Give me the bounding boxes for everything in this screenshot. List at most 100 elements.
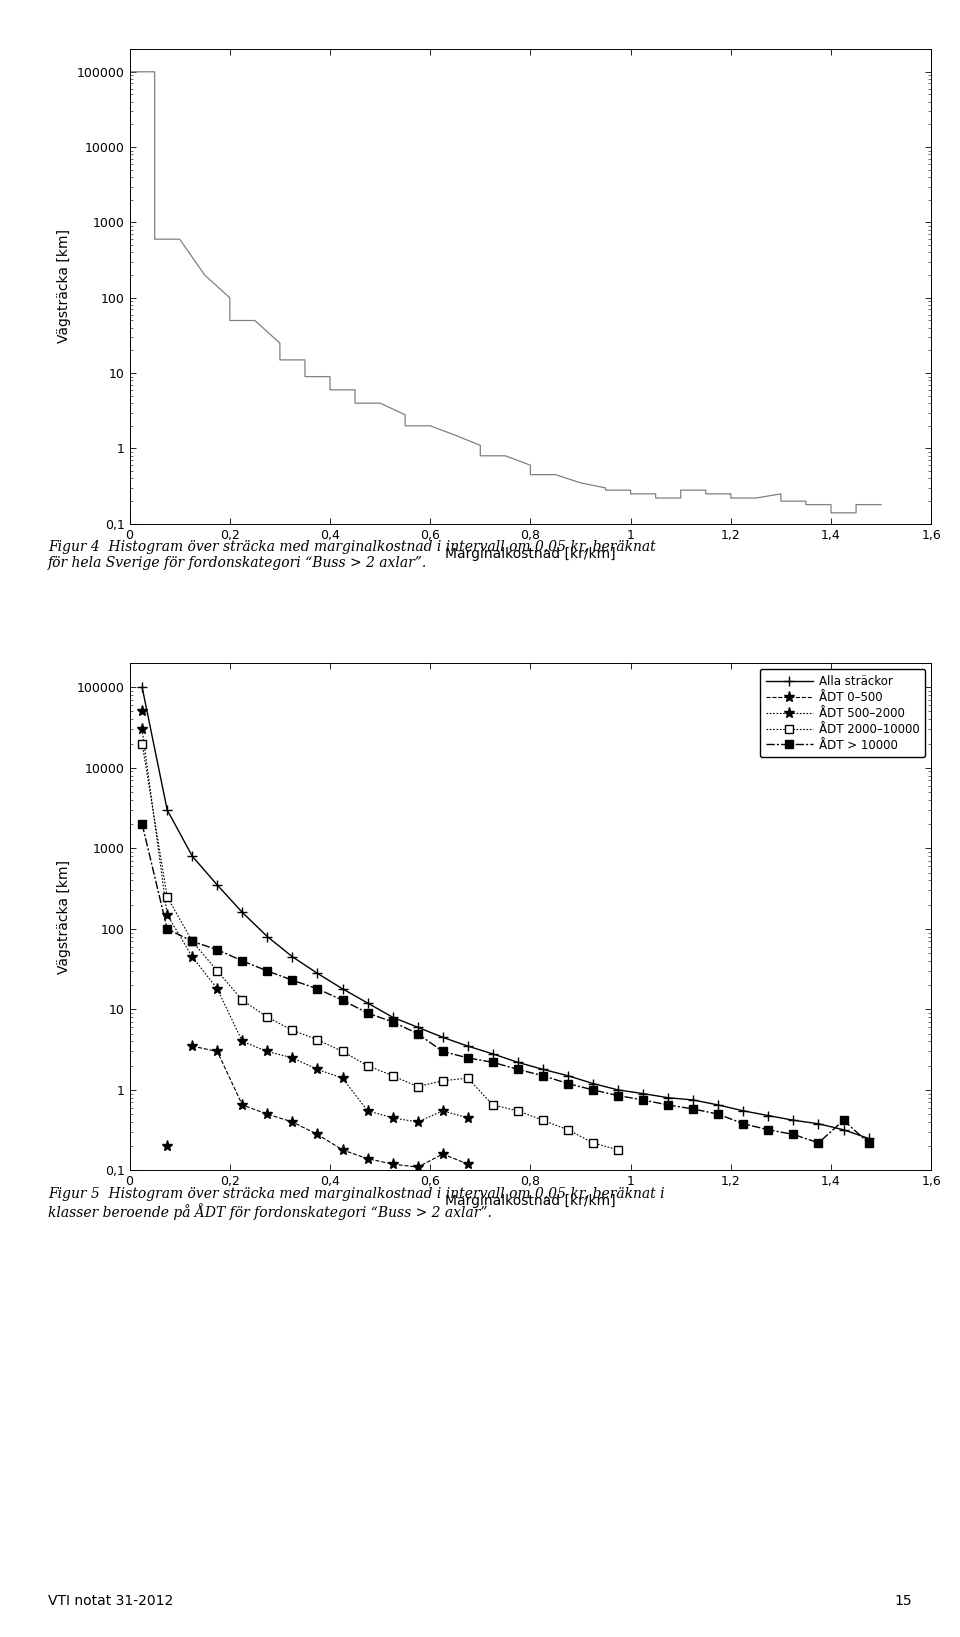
Alla sträckor bbox=[662, 1089, 674, 1108]
Legend: Alla sträckor, ÅDT 0–500, ÅDT 500–2000, ÅDT 2000–10000, ÅDT > 10000: Alla sträckor, ÅDT 0–500, ÅDT 500–2000, … bbox=[759, 670, 925, 758]
ÅDT > 10000 bbox=[512, 1059, 523, 1079]
ÅDT > 10000 bbox=[186, 931, 198, 951]
ÅDT > 10000 bbox=[387, 1012, 398, 1031]
Alla sträckor bbox=[838, 1120, 850, 1139]
Alla sträckor bbox=[612, 1080, 624, 1100]
Line: ÅDT 500–2000: ÅDT 500–2000 bbox=[136, 724, 473, 1128]
ÅDT 2000–10000 bbox=[136, 733, 148, 753]
ÅDT 500–2000 bbox=[262, 1041, 274, 1061]
ÅDT 2000–10000 bbox=[437, 1071, 448, 1090]
Text: VTI notat 31-2012: VTI notat 31-2012 bbox=[48, 1593, 173, 1608]
ÅDT 500–2000 bbox=[136, 720, 148, 740]
Alla sträckor bbox=[487, 1044, 498, 1064]
ÅDT 2000–10000 bbox=[362, 1056, 373, 1076]
Alla sträckor bbox=[136, 678, 148, 697]
Alla sträckor bbox=[236, 902, 248, 922]
Alla sträckor bbox=[287, 946, 299, 966]
ÅDT 2000–10000 bbox=[487, 1095, 498, 1115]
Alla sträckor bbox=[538, 1059, 549, 1079]
Alla sträckor bbox=[687, 1090, 699, 1110]
Alla sträckor bbox=[563, 1066, 574, 1085]
Alla sträckor bbox=[312, 964, 324, 984]
ÅDT 2000–10000 bbox=[186, 931, 198, 951]
ÅDT 2000–10000 bbox=[287, 1020, 299, 1039]
ÅDT > 10000 bbox=[838, 1110, 850, 1130]
Alla sträckor bbox=[211, 876, 223, 895]
ÅDT 2000–10000 bbox=[236, 990, 248, 1010]
ÅDT > 10000 bbox=[612, 1085, 624, 1105]
Alla sträckor bbox=[512, 1053, 523, 1072]
Alla sträckor bbox=[387, 1007, 398, 1026]
ÅDT 500–2000 bbox=[186, 946, 198, 966]
Text: Figur 4  Histogram över sträcka med marginalkostnad i intervall om 0,05 kr, berä: Figur 4 Histogram över sträcka med margi… bbox=[48, 540, 656, 570]
ÅDT 2000–10000 bbox=[262, 1007, 274, 1026]
Alla sträckor bbox=[412, 1018, 423, 1038]
Alla sträckor bbox=[588, 1074, 599, 1094]
ÅDT > 10000 bbox=[538, 1066, 549, 1085]
Text: 15: 15 bbox=[895, 1593, 912, 1608]
ÅDT 2000–10000 bbox=[412, 1077, 423, 1097]
ÅDT > 10000 bbox=[362, 1003, 373, 1023]
ÅDT > 10000 bbox=[211, 940, 223, 959]
Alla sträckor bbox=[362, 994, 373, 1013]
ÅDT 500–2000 bbox=[161, 905, 173, 925]
X-axis label: Marginalkostnad [kr/km]: Marginalkostnad [kr/km] bbox=[445, 547, 615, 561]
ÅDT 500–2000 bbox=[462, 1108, 473, 1128]
ÅDT > 10000 bbox=[787, 1125, 799, 1144]
Alla sträckor bbox=[762, 1105, 774, 1125]
ÅDT > 10000 bbox=[487, 1053, 498, 1072]
Alla sträckor bbox=[161, 800, 173, 820]
Line: Alla sträckor: Alla sträckor bbox=[137, 683, 874, 1143]
Alla sträckor bbox=[637, 1084, 649, 1103]
ÅDT 500–2000 bbox=[412, 1112, 423, 1131]
ÅDT 2000–10000 bbox=[612, 1139, 624, 1159]
ÅDT > 10000 bbox=[161, 918, 173, 938]
ÅDT 500–2000 bbox=[387, 1108, 398, 1128]
ÅDT 500–2000 bbox=[236, 1031, 248, 1051]
Line: ÅDT > 10000: ÅDT > 10000 bbox=[138, 820, 873, 1148]
ÅDT > 10000 bbox=[637, 1090, 649, 1110]
ÅDT 2000–10000 bbox=[563, 1120, 574, 1139]
ÅDT > 10000 bbox=[437, 1041, 448, 1061]
ÅDT 500–2000 bbox=[437, 1102, 448, 1121]
Alla sträckor bbox=[337, 979, 348, 999]
ÅDT > 10000 bbox=[588, 1080, 599, 1100]
Line: ÅDT 2000–10000: ÅDT 2000–10000 bbox=[138, 740, 622, 1154]
ÅDT 2000–10000 bbox=[462, 1069, 473, 1089]
ÅDT 2000–10000 bbox=[161, 887, 173, 907]
Text: Figur 5  Histogram över sträcka med marginalkostnad i intervall om 0,05 kr, berä: Figur 5 Histogram över sträcka med margi… bbox=[48, 1187, 664, 1221]
ÅDT > 10000 bbox=[662, 1095, 674, 1115]
ÅDT > 10000 bbox=[762, 1120, 774, 1139]
ÅDT > 10000 bbox=[813, 1133, 825, 1152]
ÅDT 2000–10000 bbox=[211, 961, 223, 981]
ÅDT 2000–10000 bbox=[538, 1110, 549, 1130]
ÅDT 2000–10000 bbox=[512, 1102, 523, 1121]
ÅDT 500–2000 bbox=[211, 979, 223, 999]
ÅDT 500–2000 bbox=[287, 1048, 299, 1067]
Alla sträckor bbox=[186, 846, 198, 866]
ÅDT 2000–10000 bbox=[588, 1133, 599, 1152]
ÅDT > 10000 bbox=[737, 1113, 749, 1133]
ÅDT > 10000 bbox=[462, 1048, 473, 1067]
Alla sträckor bbox=[737, 1102, 749, 1121]
ÅDT 500–2000 bbox=[312, 1059, 324, 1079]
ÅDT 2000–10000 bbox=[337, 1041, 348, 1061]
ÅDT > 10000 bbox=[136, 814, 148, 833]
ÅDT > 10000 bbox=[412, 1023, 423, 1043]
ÅDT 500–2000 bbox=[362, 1102, 373, 1121]
ÅDT > 10000 bbox=[687, 1098, 699, 1118]
X-axis label: Marginalkostnad [kr/km]: Marginalkostnad [kr/km] bbox=[445, 1193, 615, 1208]
Y-axis label: Vägsträcka [km]: Vägsträcka [km] bbox=[58, 229, 71, 344]
Alla sträckor bbox=[262, 927, 274, 946]
Alla sträckor bbox=[863, 1128, 875, 1148]
ÅDT 500–2000 bbox=[337, 1069, 348, 1089]
ÅDT > 10000 bbox=[262, 961, 274, 981]
ÅDT 2000–10000 bbox=[312, 1030, 324, 1049]
ÅDT > 10000 bbox=[337, 990, 348, 1010]
ÅDT > 10000 bbox=[287, 971, 299, 990]
Alla sträckor bbox=[787, 1110, 799, 1130]
Alla sträckor bbox=[437, 1028, 448, 1048]
ÅDT > 10000 bbox=[236, 951, 248, 971]
ÅDT > 10000 bbox=[863, 1133, 875, 1152]
ÅDT 2000–10000 bbox=[387, 1066, 398, 1085]
